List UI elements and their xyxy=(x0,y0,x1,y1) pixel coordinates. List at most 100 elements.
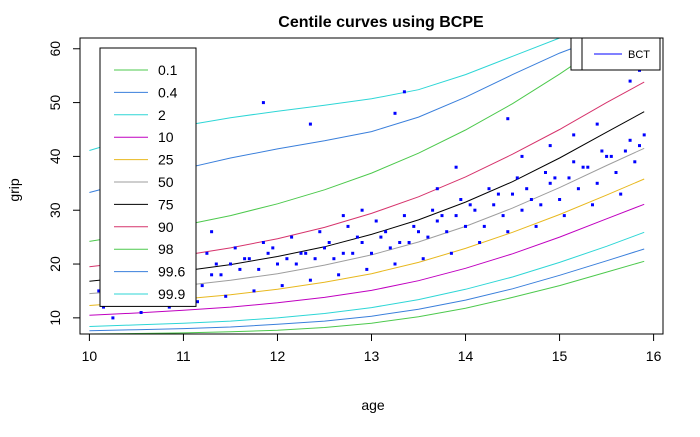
data-point xyxy=(586,165,590,169)
data-point xyxy=(567,176,571,180)
data-point xyxy=(327,241,331,244)
data-point xyxy=(167,305,171,309)
data-point xyxy=(111,316,115,320)
centile-legend: 0.1 0.4 2 10 25 50 75 90 98 99.6 99.9 xyxy=(99,47,197,307)
data-point xyxy=(299,251,303,255)
x-tick-label: 16 xyxy=(646,348,662,364)
centile-curve-10 xyxy=(89,203,645,316)
data-point xyxy=(581,165,585,169)
legend-entry-label: 25 xyxy=(158,152,174,168)
data-point xyxy=(492,203,496,207)
data-point xyxy=(638,144,641,148)
data-point xyxy=(261,241,265,244)
data-point xyxy=(482,224,486,228)
y-tick-label: 60 xyxy=(47,41,63,57)
data-point xyxy=(506,117,510,121)
legend-entry-label: 50 xyxy=(158,174,174,190)
y-tick-label: 20 xyxy=(47,256,63,272)
data-point xyxy=(280,284,284,288)
data-point xyxy=(534,224,538,228)
data-point xyxy=(435,219,439,223)
data-point xyxy=(384,230,388,234)
data-point xyxy=(304,251,308,255)
data-point xyxy=(576,187,580,191)
data-point xyxy=(308,278,312,282)
data-point xyxy=(642,133,646,137)
data-point xyxy=(595,181,599,185)
centile-curve-0.1 xyxy=(89,260,645,334)
data-point xyxy=(205,251,209,255)
data-point xyxy=(435,187,439,191)
data-point xyxy=(332,257,336,261)
data-point xyxy=(285,257,289,261)
data-point xyxy=(614,171,618,174)
data-point xyxy=(421,257,425,261)
data-point xyxy=(440,214,444,218)
data-point xyxy=(252,289,256,293)
data-point xyxy=(520,154,524,158)
data-point xyxy=(511,192,514,196)
data-point xyxy=(200,284,204,288)
data-point xyxy=(431,208,435,212)
data-point xyxy=(290,235,294,239)
data-point xyxy=(294,262,298,266)
data-point xyxy=(97,289,101,293)
data-point xyxy=(139,311,143,314)
data-point xyxy=(318,230,322,234)
data-point xyxy=(449,251,453,255)
data-point xyxy=(360,208,364,212)
data-point xyxy=(496,192,500,196)
data-point xyxy=(257,267,261,271)
legend-entry-label: 10 xyxy=(158,129,174,145)
data-point xyxy=(591,203,594,207)
data-point xyxy=(393,111,397,115)
data-point xyxy=(464,224,467,228)
data-point xyxy=(619,192,623,196)
centile-curve-0.4 xyxy=(89,248,645,332)
x-tick-label: 14 xyxy=(458,348,474,364)
y-tick-label: 50 xyxy=(47,95,63,111)
data-point xyxy=(600,149,604,153)
data-point xyxy=(548,181,552,185)
data-point xyxy=(633,160,637,164)
legend-box xyxy=(99,47,197,307)
legend-entry-label: 2 xyxy=(158,107,166,123)
data-point xyxy=(426,235,430,239)
data-point xyxy=(323,246,326,250)
data-point xyxy=(346,224,350,228)
data-point xyxy=(628,138,632,142)
data-point xyxy=(351,251,355,255)
x-tick-label: 11 xyxy=(176,348,191,364)
data-point xyxy=(558,198,562,201)
data-point xyxy=(370,251,373,255)
data-point xyxy=(341,214,345,218)
legend-entry-label: 0.1 xyxy=(158,62,178,78)
data-point xyxy=(210,230,214,234)
data-point xyxy=(506,230,510,234)
y-tick-label: 10 xyxy=(47,310,63,326)
legend-entry-label: 99.6 xyxy=(158,264,185,280)
legend-entry-label: 98 xyxy=(158,241,174,257)
legend-entry-label: BCT xyxy=(628,49,650,61)
data-point xyxy=(553,176,557,180)
x-tick-label: 12 xyxy=(270,348,286,364)
data-point xyxy=(247,257,251,261)
data-point xyxy=(276,262,279,266)
data-point xyxy=(238,267,242,271)
data-point xyxy=(102,305,105,309)
data-point xyxy=(210,273,214,277)
data-point xyxy=(623,149,627,153)
data-point xyxy=(412,224,416,228)
legend-entry-label: 99.9 xyxy=(158,286,185,302)
data-point xyxy=(605,154,609,158)
data-point xyxy=(478,241,482,244)
data-point xyxy=(402,90,406,94)
data-point xyxy=(219,273,223,277)
x-axis: 10 11 12 13 14 15 16 xyxy=(82,333,662,364)
data-point xyxy=(454,165,458,169)
data-point xyxy=(398,241,402,244)
data-point xyxy=(261,101,265,105)
data-point xyxy=(379,235,383,239)
data-point xyxy=(214,262,218,266)
